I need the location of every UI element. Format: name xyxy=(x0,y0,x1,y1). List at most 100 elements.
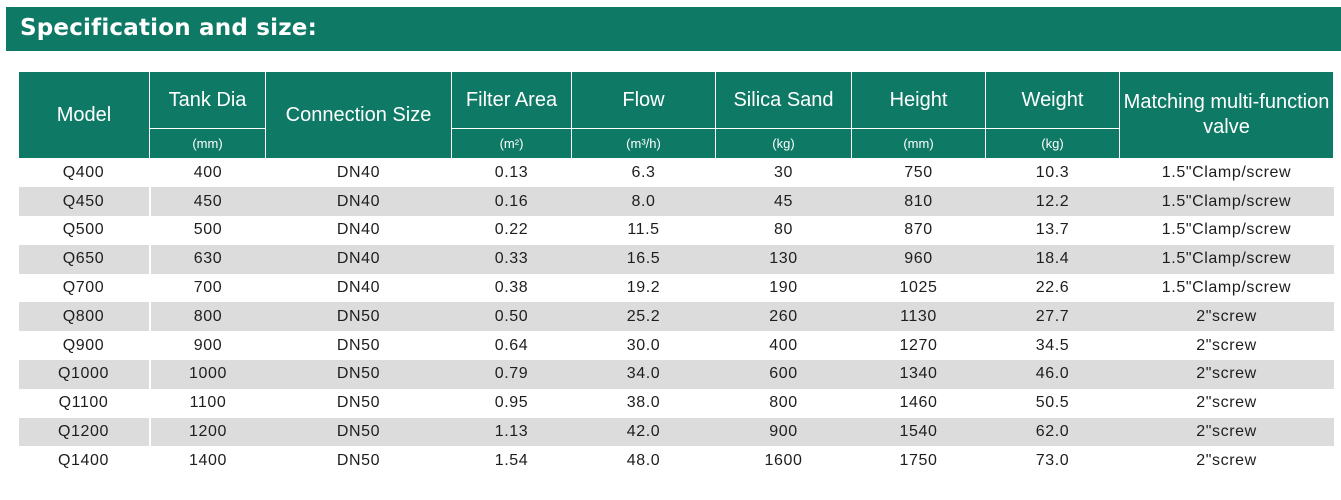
col-header-tank-dia: Tank Dia xyxy=(149,71,266,129)
cell-model: Q700 xyxy=(18,273,151,303)
cell-connection-size: DN40 xyxy=(265,244,452,274)
cell-tank-dia: 450 xyxy=(149,187,266,217)
cell-filter-area: 1.54 xyxy=(494,451,529,469)
cell-weight: 13.7 xyxy=(1035,221,1070,239)
cell-model: Q1200 xyxy=(18,417,151,447)
cell-valve: 1.5"Clamp/screw xyxy=(1119,187,1334,217)
cell-weight: 27.7 xyxy=(985,302,1120,332)
cell-flow: 11.5 xyxy=(627,221,660,239)
cell-height: 1130 xyxy=(851,302,986,332)
cell-tank-dia: 900 xyxy=(193,336,223,354)
cell-filter-area: 0.33 xyxy=(451,244,572,274)
cell-valve: 1.5"Clamp/screw xyxy=(1161,279,1292,297)
section-title: Specification and size: xyxy=(20,15,317,41)
col-header-flow: Flow xyxy=(571,71,716,129)
cell-flow: 25.2 xyxy=(571,302,716,332)
cell-height: 810 xyxy=(851,187,986,217)
cell-valve: 2"screw xyxy=(1119,417,1334,447)
cell-weight: 22.6 xyxy=(1035,279,1070,297)
cell-filter-area: 0.13 xyxy=(494,164,529,182)
cell-model: Q900 xyxy=(18,331,151,361)
table-row: Q650 630 DN40 0.33 16.5 130 960 18.4 1.5"Clamp/s… xyxy=(18,244,1334,274)
cell-silica-sand: 80 xyxy=(774,221,793,239)
cell-weight: 34.5 xyxy=(1035,336,1070,354)
cell-valve: 2"screw xyxy=(1119,302,1334,332)
cell-filter-area: 0.64 xyxy=(494,336,529,354)
cell-silica-sand: 260 xyxy=(715,302,852,332)
col-header-connection-size: Connection Size xyxy=(265,71,452,159)
table-row: Q700 700 DN40 0.38 19.2 190 1025 22.6 1.5"Clamp/… xyxy=(18,273,1334,303)
cell-model: Q450 xyxy=(18,187,151,217)
cell-tank-dia: 1200 xyxy=(149,417,266,447)
cell-weight: 12.2 xyxy=(985,187,1120,217)
table-row: Q450 450 DN40 0.16 8.0 45 810 12.2 1.5"Clamp/scr… xyxy=(18,187,1334,217)
cell-flow: 6.3 xyxy=(631,164,656,182)
cell-flow: 19.2 xyxy=(626,279,661,297)
cell-connection-size: DN40 xyxy=(336,221,381,239)
cell-model: Q650 xyxy=(18,244,151,274)
cell-flow: 16.5 xyxy=(571,244,716,274)
cell-filter-area: 1.13 xyxy=(451,417,572,447)
cell-silica-sand: 45 xyxy=(715,187,852,217)
table-row: Q400 400 DN40 0.13 6.3 30 750 10.3 1.5"Clamp/scr… xyxy=(18,158,1334,188)
cell-filter-area: 0.22 xyxy=(494,221,529,239)
cell-valve: 1.5"Clamp/screw xyxy=(1119,244,1334,274)
cell-flow: 8.0 xyxy=(571,187,716,217)
cell-model: Q800 xyxy=(18,302,151,332)
col-header-weight: Weight xyxy=(985,71,1120,129)
cell-flow: 48.0 xyxy=(626,451,661,469)
unit-tank-dia: (mm) xyxy=(149,128,266,159)
cell-valve: 1.5"Clamp/screw xyxy=(1161,221,1292,239)
cell-connection-size: DN40 xyxy=(336,164,381,182)
cell-height: 1270 xyxy=(899,336,938,354)
cell-weight: 10.3 xyxy=(1035,164,1070,182)
table-row: Q500 500 DN40 0.22 11.5 80 870 13.7 1.5"Clamp/sc… xyxy=(18,216,1334,245)
col-header-filter-area: Filter Area xyxy=(451,71,572,129)
cell-weight: 50.5 xyxy=(1035,394,1070,412)
cell-connection-size: DN50 xyxy=(336,394,381,412)
table-row: Q900 900 DN50 0.64 30.0 400 1270 34.5 2"screw xyxy=(18,331,1334,361)
cell-height: 960 xyxy=(851,244,986,274)
cell-tank-dia: 630 xyxy=(149,244,266,274)
cell-height: 1460 xyxy=(899,394,938,412)
cell-flow: 42.0 xyxy=(571,417,716,447)
cell-weight: 73.0 xyxy=(1035,451,1070,469)
cell-tank-dia: 700 xyxy=(193,279,223,297)
cell-tank-dia: 1000 xyxy=(149,360,266,389)
cell-model: Q500 xyxy=(18,216,151,245)
cell-weight: 18.4 xyxy=(985,244,1120,274)
cell-tank-dia: 800 xyxy=(149,302,266,332)
cell-model: Q1000 xyxy=(18,360,151,389)
cell-silica-sand: 900 xyxy=(715,417,852,447)
table-row: Q1400 1400 DN50 1.54 48.0 1600 1750 73.0 2"screw xyxy=(18,446,1334,476)
cell-silica-sand: 600 xyxy=(715,360,852,389)
cell-height: 1750 xyxy=(899,451,938,469)
cell-weight: 62.0 xyxy=(985,417,1120,447)
table-head: Model Tank Dia Connection Size Filter Ar… xyxy=(18,71,1334,159)
cell-silica-sand: 130 xyxy=(715,244,852,274)
table-row: Q800 800 DN50 0.50 25.2 260 1130 27.7 2"screw xyxy=(18,302,1334,332)
cell-valve: 2"screw xyxy=(1119,360,1334,389)
cell-silica-sand: 30 xyxy=(774,164,793,182)
cell-filter-area: 0.95 xyxy=(494,394,529,412)
cell-connection-size: DN40 xyxy=(265,187,452,217)
cell-valve: 2"screw xyxy=(1196,394,1257,412)
col-header-valve: Matching multi-function valve xyxy=(1119,71,1334,159)
cell-silica-sand: 1600 xyxy=(764,451,803,469)
cell-filter-area: 0.79 xyxy=(451,360,572,389)
cell-silica-sand: 800 xyxy=(769,394,798,412)
cell-connection-size: DN50 xyxy=(265,302,452,332)
spec-table: Model Tank Dia Connection Size Filter Ar… xyxy=(18,71,1334,476)
cell-tank-dia: 1400 xyxy=(189,451,227,469)
col-header-silica-sand: Silica Sand xyxy=(715,71,852,129)
cell-height: 1340 xyxy=(851,360,986,389)
cell-filter-area: 0.50 xyxy=(451,302,572,332)
cell-height: 870 xyxy=(904,221,933,239)
table-row: Q1200 1200 DN50 1.13 42.0 900 1540 62.0 2"screw xyxy=(18,417,1334,447)
col-header-model: Model xyxy=(18,71,150,159)
cell-valve: 1.5"Clamp/screw xyxy=(1161,164,1292,182)
unit-weight: (kg) xyxy=(985,128,1120,159)
cell-weight: 46.0 xyxy=(985,360,1120,389)
cell-height: 1540 xyxy=(851,417,986,447)
cell-valve: 2"screw xyxy=(1196,451,1257,469)
